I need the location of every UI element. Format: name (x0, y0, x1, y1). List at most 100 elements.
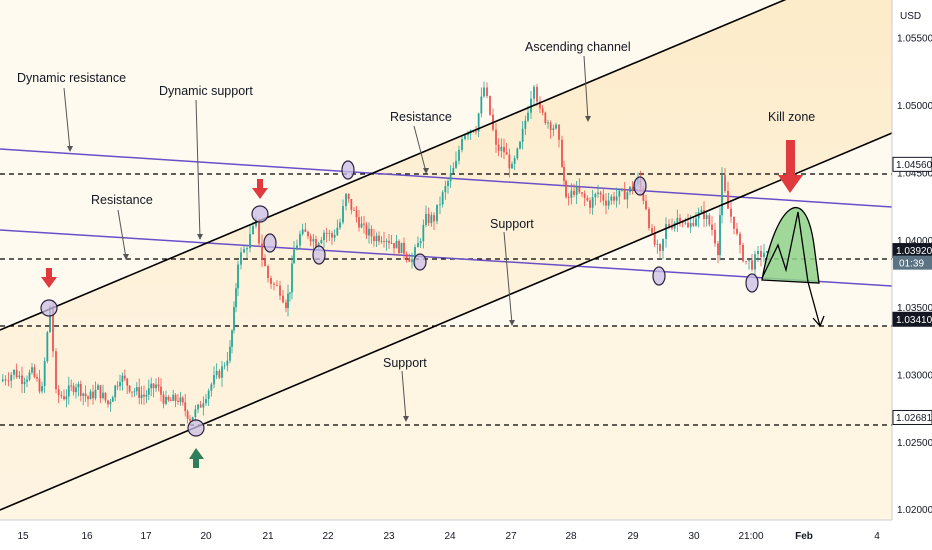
candle-body (289, 292, 291, 294)
candle-body (60, 395, 63, 397)
candle-body (41, 386, 43, 392)
candle-body (33, 367, 36, 377)
candle-body (570, 190, 573, 198)
candle-body (684, 222, 687, 224)
candle-body (430, 215, 433, 224)
candle-body (659, 244, 661, 251)
candle-body (323, 232, 325, 240)
candle-body (727, 190, 729, 209)
candle-body (467, 133, 469, 136)
price-level-label: 1.02681 (896, 413, 932, 424)
candle-body (760, 251, 762, 257)
candle-body (395, 241, 398, 249)
x-tick-label: 30 (688, 531, 700, 542)
x-tick-label: 20 (200, 531, 212, 542)
candle-body (94, 389, 97, 399)
label-support-bottom: Support (383, 356, 427, 370)
candle-body (513, 158, 516, 164)
arrow-down-icon (778, 140, 803, 193)
price-level-badge (892, 409, 932, 425)
candle-body (714, 229, 716, 244)
price-level-badge (892, 156, 932, 172)
candle-body (703, 210, 705, 220)
candle-body (145, 394, 148, 397)
candle-body (447, 181, 449, 187)
candle-body (594, 193, 597, 198)
candle-body (299, 234, 301, 246)
candle-body (422, 224, 425, 242)
label-dynamic-resistance: Dynamic resistance (17, 71, 126, 85)
candle-body (480, 96, 483, 114)
candle-body (267, 266, 269, 278)
candle-body (270, 277, 272, 284)
candle-body (393, 243, 395, 249)
candle-body (243, 249, 245, 253)
candle-body (605, 200, 607, 206)
candle-body (653, 232, 656, 245)
candle-body (383, 241, 385, 242)
time-axis[interactable] (0, 520, 892, 550)
candle-body (581, 192, 583, 194)
candle-body (516, 148, 519, 159)
projection-arrowhead (812, 315, 825, 328)
candle-body (301, 229, 304, 235)
candle-body (174, 394, 177, 401)
candle-body (563, 166, 565, 181)
candle-body (662, 239, 664, 251)
candle-body (687, 222, 689, 228)
candle-body (189, 418, 191, 421)
candle-body (226, 360, 229, 366)
x-tick-label: 28 (565, 531, 577, 542)
candle-body (312, 238, 315, 242)
x-tick-label: 21:00 (738, 531, 763, 542)
candle-body (293, 249, 295, 264)
candle-body (296, 245, 298, 250)
candle-body (613, 196, 615, 201)
candle-body (210, 384, 213, 391)
price-axis[interactable] (892, 0, 932, 550)
label-resistance-left: Resistance (91, 193, 153, 207)
candle-body (328, 233, 331, 235)
candle-body (229, 346, 231, 361)
candle-body (221, 366, 223, 378)
candle-body (544, 112, 547, 124)
candle-body (486, 87, 488, 97)
candle-body (181, 397, 184, 403)
touch-ellipse (341, 160, 355, 180)
candle-body (218, 370, 221, 378)
candle-body (169, 399, 172, 401)
candle-body (285, 302, 287, 309)
candle-body (656, 244, 659, 245)
label-dynamic-support: Dynamic support (159, 84, 253, 98)
candle-body (345, 193, 347, 207)
candle-body (72, 385, 75, 393)
touch-circle (40, 299, 58, 317)
candle-body (521, 128, 524, 142)
candle-body (138, 387, 141, 398)
candle-body (433, 215, 435, 222)
candle-body (43, 361, 46, 387)
candle-body (730, 208, 732, 217)
x-tick-label: 4 (874, 531, 880, 542)
lower-zone-shade (0, 326, 892, 520)
candle-body (708, 215, 711, 225)
candle-body (368, 228, 370, 236)
y-tick-label: 1.03000 (897, 371, 932, 382)
candle-body (309, 236, 312, 242)
candle-body (111, 397, 114, 402)
candle-body (724, 175, 726, 191)
candle-body (46, 332, 49, 362)
touch-ellipse (745, 273, 759, 293)
candle-body (631, 186, 634, 190)
candle-body (417, 243, 419, 248)
candle-body (705, 215, 708, 220)
candle-body (511, 163, 513, 169)
candle-body (339, 222, 341, 228)
candle-body (252, 225, 254, 235)
candle-body (477, 113, 480, 132)
candle-body (92, 391, 94, 399)
candle-body (133, 391, 136, 393)
candle-body (82, 393, 85, 396)
price-level-label: 1.03410 (896, 315, 932, 326)
